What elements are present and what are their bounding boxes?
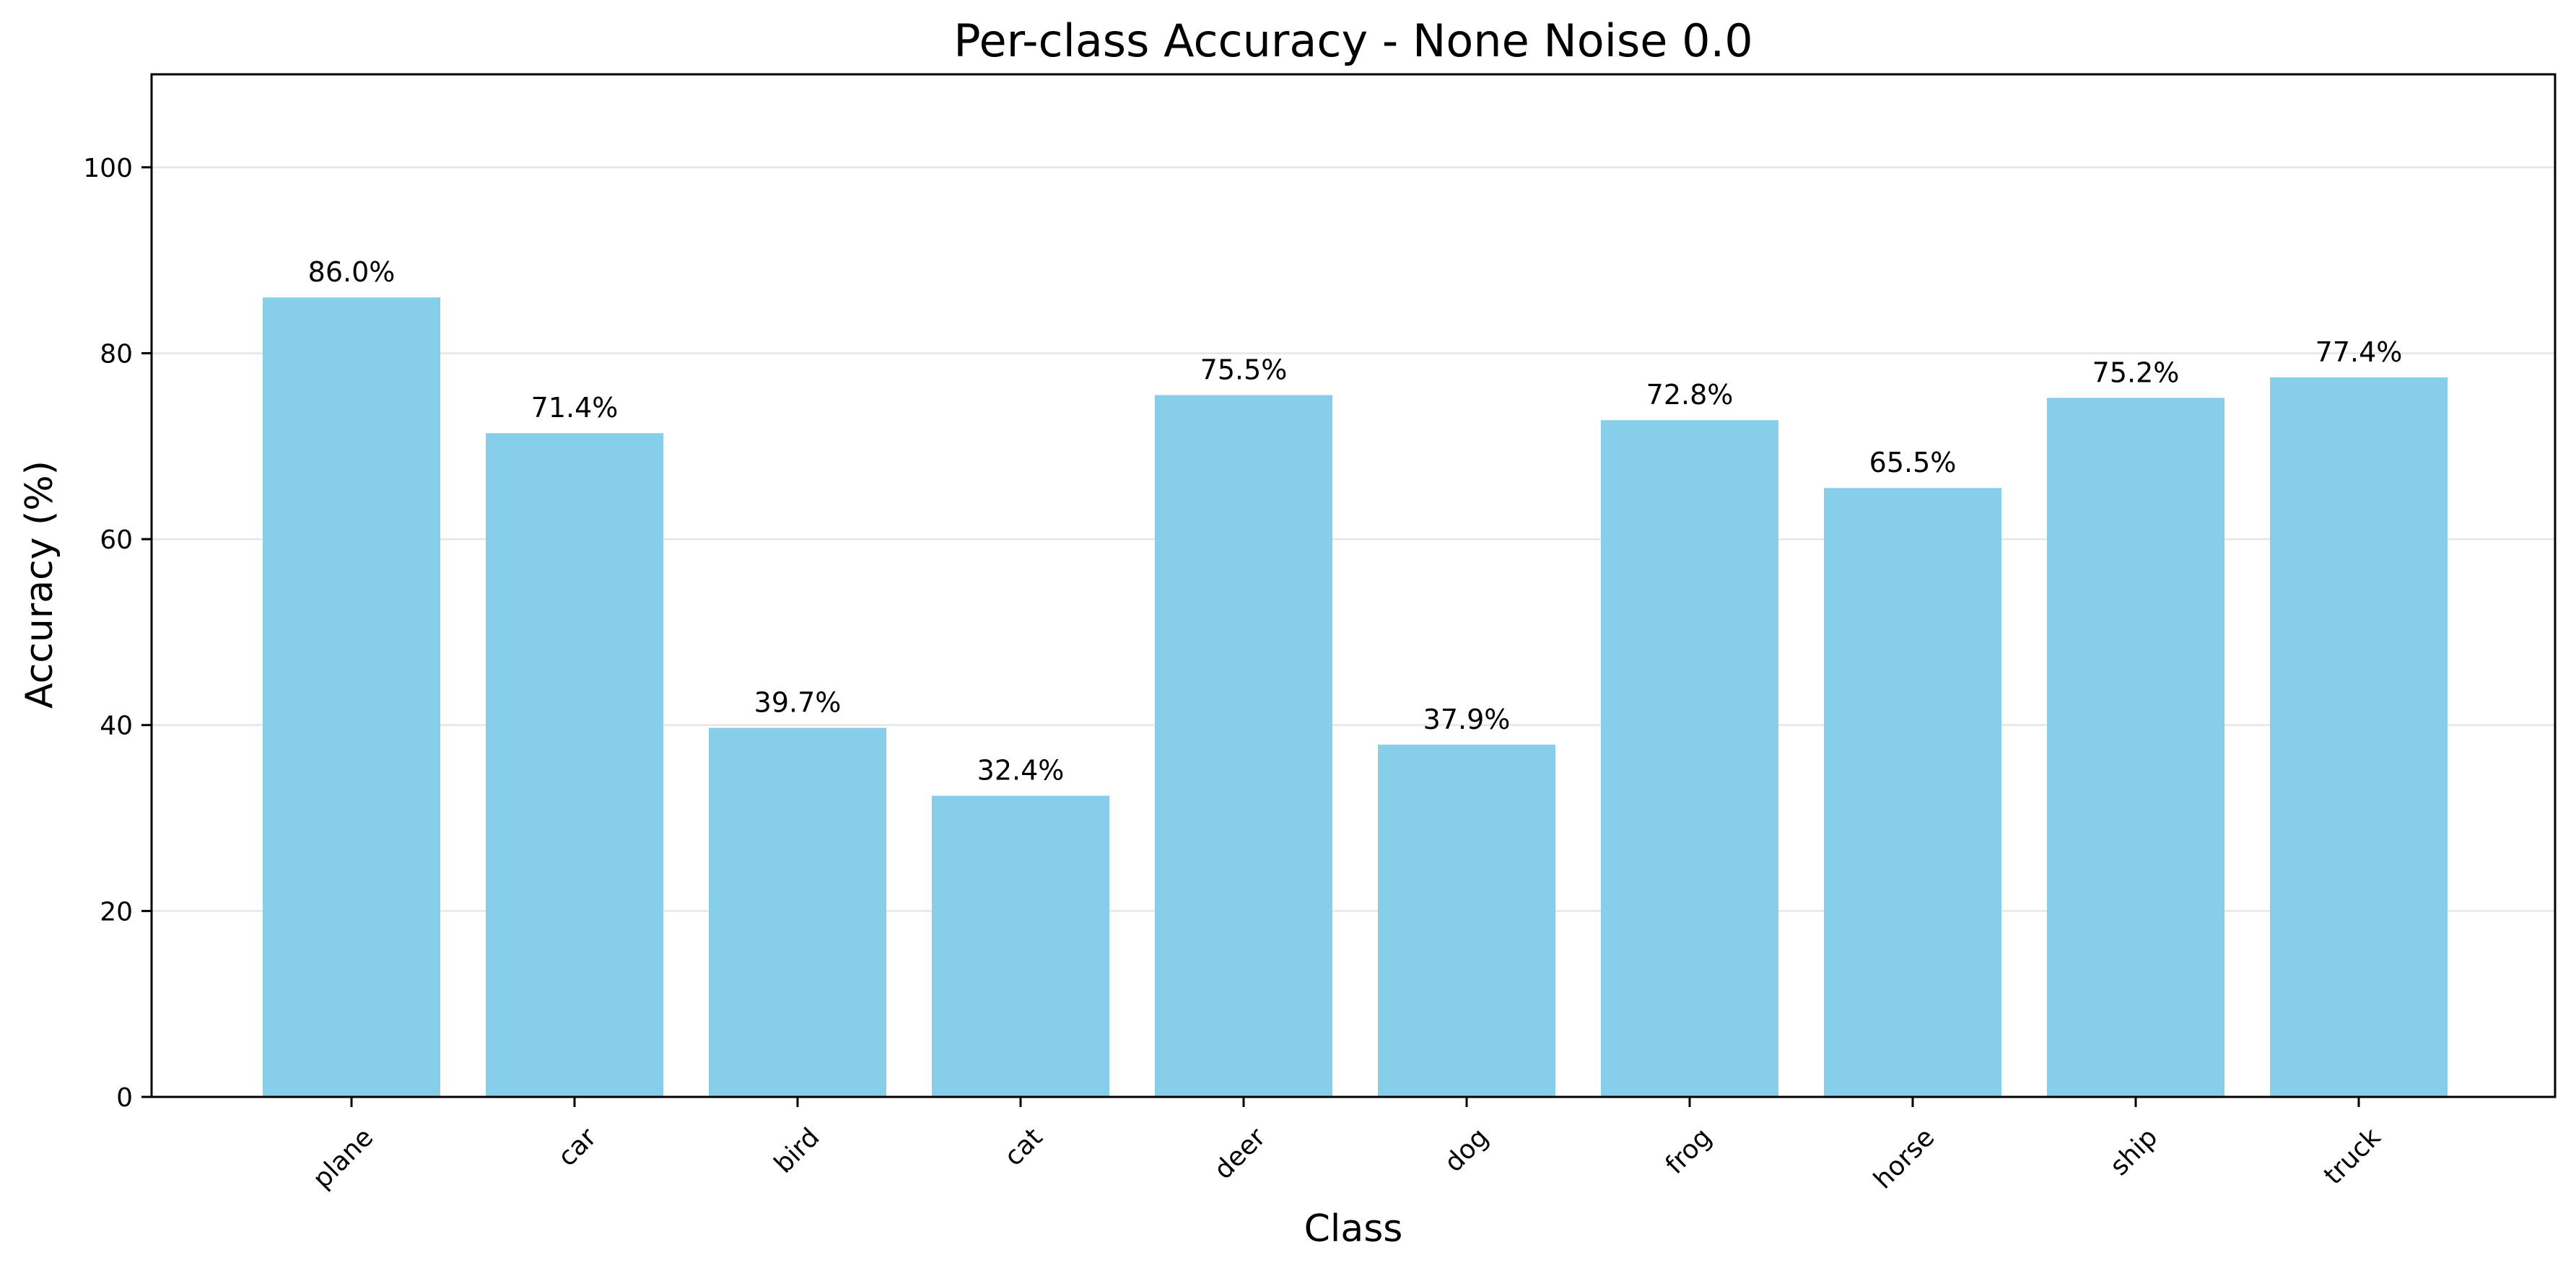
chart-title: Per-class Accuracy - None Noise 0.0 [953,14,1752,67]
y-tick-label: 40 [100,712,133,741]
value-label-dog: 37.9% [1423,704,1511,735]
bar-dog [1378,745,1555,1097]
x-tick-label-deer: deer [1209,1122,1272,1185]
y-tick-label: 0 [116,1083,133,1113]
x-tick-label-plane: plane [307,1122,380,1194]
value-label-cat: 32.4% [977,755,1065,787]
y-tick-label: 80 [100,339,133,369]
value-label-plane: 86.0% [308,256,396,288]
y-axis: 0 20 40 60 80 100 [83,154,152,1113]
bar-ship [2047,398,2224,1097]
value-label-truck: 77.4% [2315,336,2403,368]
y-tick-label: 60 [100,525,133,555]
bar-cat [932,796,1109,1097]
y-tick-label: 20 [100,897,133,927]
value-label-car: 71.4% [531,392,619,424]
value-label-horse: 65.5% [1869,447,1957,478]
bar-bird [709,728,886,1097]
bar-frog [1601,420,1778,1097]
bar-plane [263,297,440,1097]
x-axis: plane car bird cat deer dog frog horse ship truck [307,1097,2387,1195]
value-label-deer: 75.5% [1200,354,1288,385]
bar-deer [1155,395,1332,1097]
x-tick-label-bird: bird [769,1122,825,1178]
bar-horse [1824,488,2001,1097]
bar-truck [2270,377,2448,1097]
x-tick-label-car: car [552,1122,602,1172]
x-tick-label-dog: dog [1439,1122,1495,1178]
y-axis-label: Accuracy (%) [18,460,61,709]
x-tick-label-cat: cat [999,1122,1049,1172]
x-tick-label-horse: horse [1868,1122,1940,1194]
value-label-ship: 75.2% [2092,356,2180,388]
x-tick-label-frog: frog [1660,1122,1718,1180]
bar-car [486,433,663,1097]
value-label-frog: 72.8% [1646,379,1734,411]
y-tick-label: 100 [83,154,133,183]
x-axis-label: Class [1304,1207,1403,1251]
x-tick-label-ship: ship [2105,1122,2164,1181]
x-tick-label-truck: truck [2318,1122,2386,1190]
value-label-bird: 39.7% [754,687,842,719]
